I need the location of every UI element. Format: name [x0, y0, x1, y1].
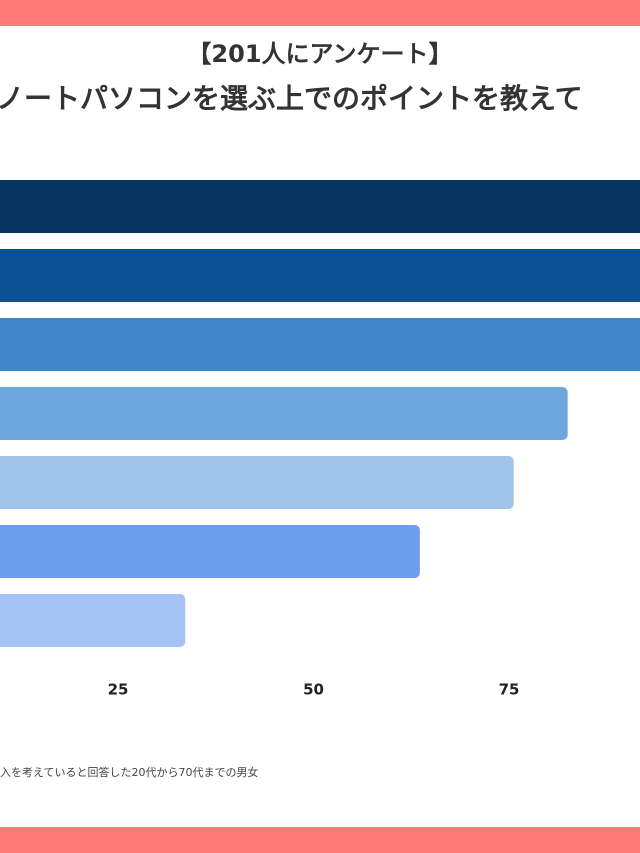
chart-subtitle: ノートパソコンを選ぶ上でのポイントを教えて: [0, 82, 583, 115]
bar: [0, 525, 420, 578]
footnote: 入を考えていると回答した20代から70代までの男女: [0, 765, 258, 779]
bar: [0, 456, 514, 509]
chart-title: 【201人にアンケート】: [187, 40, 452, 68]
bar: [0, 594, 186, 647]
x-tick-label: 25: [108, 681, 129, 699]
x-tick-label: 75: [499, 681, 520, 699]
bar: [0, 249, 640, 302]
bottom-band: [0, 827, 640, 853]
bar: [0, 180, 640, 233]
top-band: [0, 0, 640, 26]
bar: [0, 387, 568, 440]
x-tick-label: 50: [303, 681, 324, 699]
bar: [0, 318, 640, 371]
